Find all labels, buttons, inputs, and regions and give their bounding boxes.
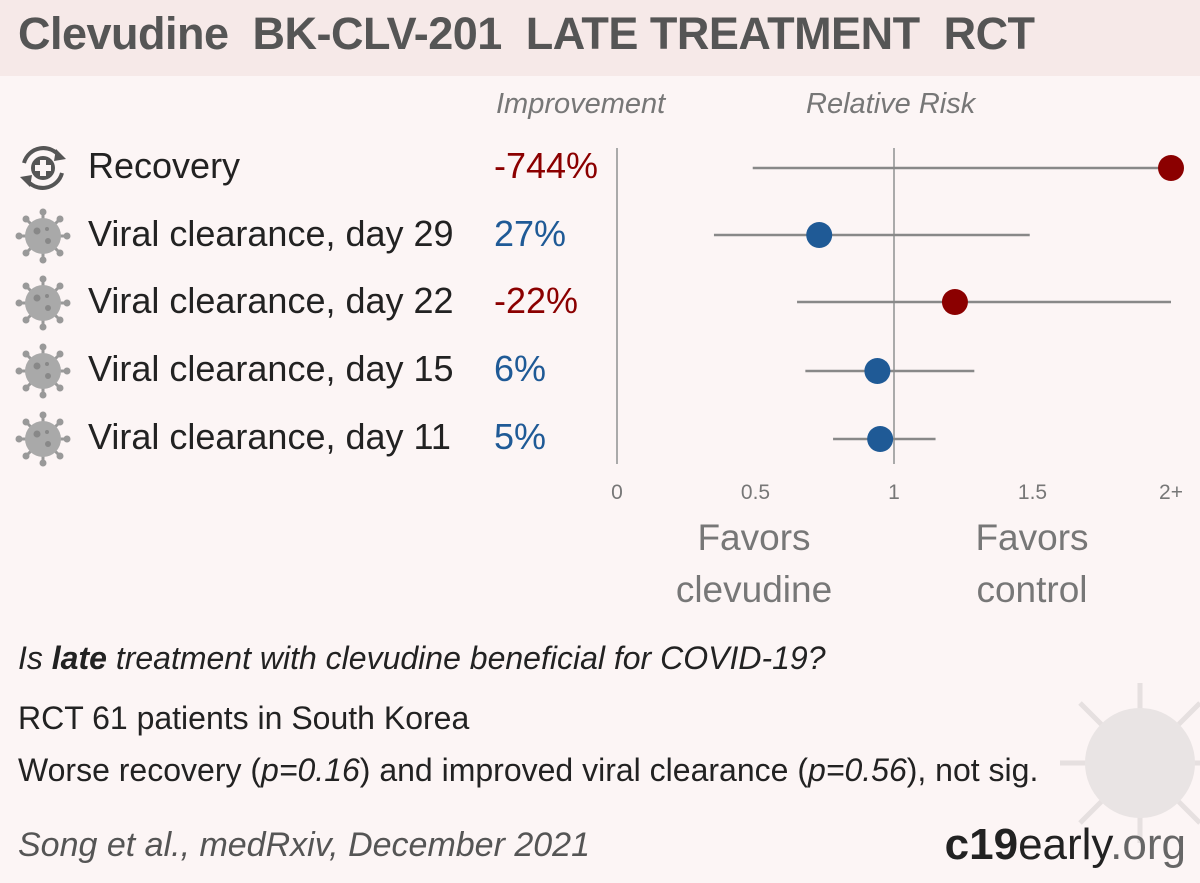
virus-icon <box>15 411 71 467</box>
x-tick-label: 2+ <box>1159 481 1183 504</box>
improvement-value: -744% <box>494 145 599 186</box>
brand-logo[interactable]: c19early.org <box>945 820 1186 870</box>
favors-right-line2: control <box>976 569 1088 610</box>
brand-suffix: .org <box>1110 820 1186 869</box>
improvement-column-header: Improvement <box>496 88 666 120</box>
brand-light: early <box>1018 820 1111 869</box>
point-estimate <box>1158 155 1184 181</box>
question-pre: Is <box>18 640 52 676</box>
row-label: Viral clearance, day 15 <box>88 348 454 389</box>
improvement-value: 5% <box>494 416 547 457</box>
question-line: Is late treatment with clevudine benefic… <box>18 640 825 677</box>
favors-right-line1: Favors <box>975 517 1089 558</box>
recovery-icon <box>20 146 66 190</box>
favors-clevudine-label: Favors clevudine <box>644 512 864 616</box>
point-estimate <box>941 289 968 315</box>
point-estimate <box>864 358 891 384</box>
point-estimate <box>806 222 833 248</box>
row-label: Viral clearance, day 11 <box>88 416 451 457</box>
improvement-value: 27% <box>494 213 567 254</box>
favors-left-line1: Favors <box>697 517 811 558</box>
virus-icon <box>15 208 71 264</box>
favors-left-line2: clevudine <box>675 569 833 610</box>
row-label: Recovery <box>88 145 241 186</box>
brand-bold: c19 <box>944 820 1019 869</box>
page-title: Clevudine BK-CLV-201 LATE TREATMENT RCT <box>18 8 1035 59</box>
results-part: ), not sig. <box>906 752 1039 788</box>
x-tick-label: 1.5 <box>1018 481 1047 504</box>
p-value-recovery: p=0.16 <box>261 752 360 788</box>
results-part: Worse recovery ( <box>18 752 262 788</box>
virus-watermark-icon <box>1060 683 1200 843</box>
improvement-value: 6% <box>494 348 547 389</box>
results-part: ) and improved viral clearance ( <box>359 752 808 788</box>
citation: Song et al., medRxiv, December 2021 <box>18 826 590 864</box>
favors-control-label: Favors control <box>922 512 1142 616</box>
point-estimate <box>867 426 894 452</box>
row-label: Viral clearance, day 29 <box>88 213 454 254</box>
x-tick-label: 1 <box>888 481 900 504</box>
question-emphasis: late <box>51 640 107 676</box>
results-summary: Worse recovery (p=0.16) and improved vir… <box>18 752 1038 789</box>
header-band: Clevudine BK-CLV-201 LATE TREATMENT RCT <box>0 0 1200 76</box>
virus-icon <box>15 275 71 331</box>
relative-risk-column-header: Relative Risk <box>806 88 976 120</box>
x-tick-label: 0.5 <box>741 481 770 504</box>
row-label: Viral clearance, day 22 <box>88 280 454 321</box>
p-value-viral: p=0.56 <box>807 752 907 788</box>
forest-plot: 0 0.5 1 1.5 2+ <box>611 148 1184 504</box>
question-post: treatment with clevudine beneficial for … <box>106 640 826 676</box>
virus-icon <box>15 343 71 399</box>
study-description: RCT 61 patients in South Korea <box>18 700 470 736</box>
x-tick-label: 0 <box>611 481 623 504</box>
improvement-value: -22% <box>494 280 579 321</box>
